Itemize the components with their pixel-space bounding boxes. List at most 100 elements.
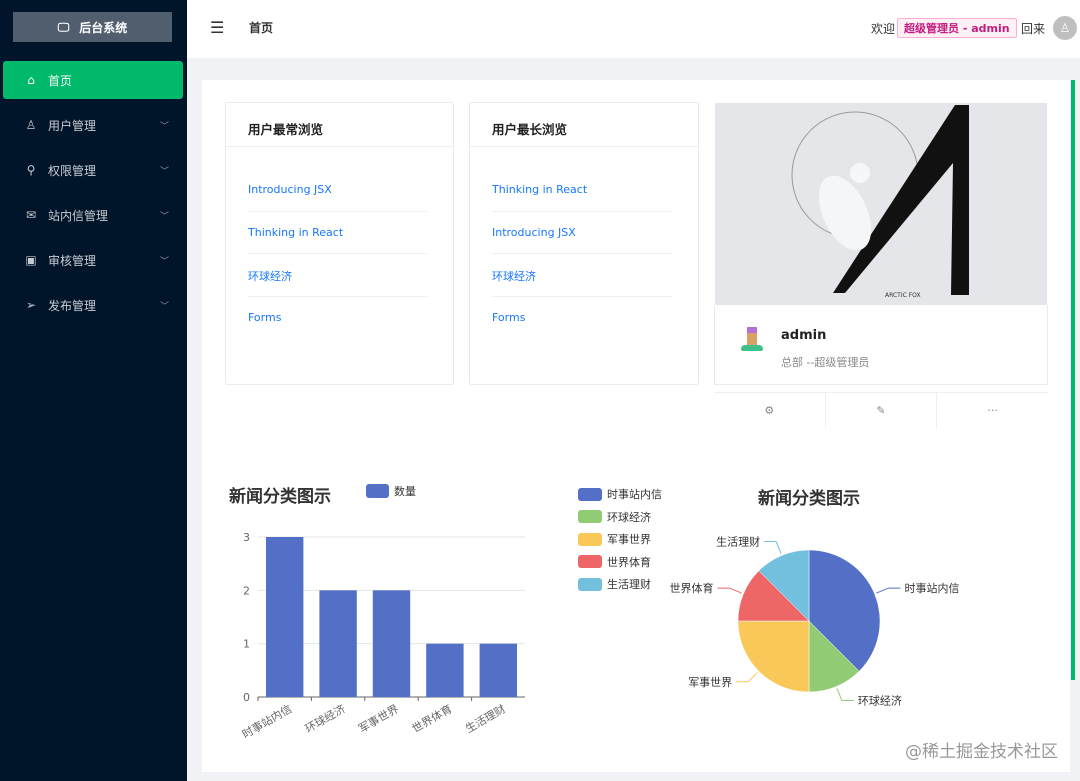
x-tick-label: 军事世界 — [356, 702, 401, 735]
legend-label: 世界体育 — [607, 555, 651, 569]
legend-label: 时事站内信 — [607, 488, 662, 502]
x-tick-label: 环球经济 — [302, 701, 347, 735]
y-tick-label: 0 — [243, 691, 250, 704]
user-avatar — [740, 327, 764, 355]
y-tick-label: 1 — [243, 638, 250, 651]
back-text: 回来 — [1021, 22, 1046, 36]
sidebar-item-audit[interactable]: ▣ 审核管理 ﹀ — [25, 253, 169, 268]
bar-legend-swatch[interactable] — [366, 484, 389, 498]
bar — [426, 643, 464, 697]
home-icon: ⌂ — [27, 73, 35, 87]
sidebar-item-home[interactable]: ⌂ 首页 — [3, 61, 183, 99]
chevron-down-icon: ﹀ — [159, 301, 169, 312]
chevron-down-icon: ﹀ — [159, 166, 169, 177]
label-line — [717, 587, 742, 594]
profile-meta: admin 总部 --超级管理员 — [714, 305, 1048, 385]
send-icon: ➢ — [25, 298, 37, 312]
label-line — [736, 672, 758, 683]
logo: 🖵 后台系统 — [13, 12, 172, 42]
label-line — [764, 541, 782, 554]
list-item[interactable]: 环球经济 — [248, 254, 427, 297]
bar-legend-label[interactable]: 数量 — [394, 485, 416, 498]
watermark: @稀土掘金技术社区 — [905, 742, 1058, 762]
legend-item[interactable]: 时事站内信 — [578, 483, 662, 506]
legend-label: 环球经济 — [607, 510, 651, 524]
pie-chart-title: 新闻分类图示 — [758, 489, 860, 509]
legend-swatch — [578, 532, 602, 546]
ellipsis-icon[interactable]: ··· — [987, 404, 998, 417]
pie-legend: 时事站内信环球经济军事世界世界体育生活理财 — [578, 483, 662, 596]
legend-item[interactable]: 军事世界 — [578, 528, 662, 551]
bar — [372, 590, 411, 697]
x-tick-label: 时事站内信 — [240, 701, 295, 741]
welcome-text: 欢迎 — [871, 22, 896, 36]
legend-label: 军事世界 — [607, 533, 651, 547]
menu-fold-icon[interactable]: ☰ — [210, 18, 225, 37]
pie-label: 时事站内信 — [904, 581, 959, 595]
chevron-down-icon: ﹀ — [159, 121, 169, 132]
chevron-down-icon: ﹀ — [159, 256, 169, 267]
pie-slice — [808, 549, 881, 672]
bar-chart-title: 新闻分类图示 — [229, 487, 331, 507]
card-title: 用户最长浏览 — [470, 103, 698, 147]
list-item[interactable]: Forms — [492, 310, 526, 324]
cover-image: ARCTIC FOX — [715, 103, 1047, 305]
edit-icon[interactable]: ✎ — [826, 393, 938, 428]
y-tick-label: 3 — [243, 531, 250, 544]
sidebar-item-permissions[interactable]: ⚲ 权限管理 ﹀ — [0, 151, 187, 189]
list-item[interactable]: Forms — [248, 310, 282, 324]
pie-label: 环球经济 — [858, 693, 902, 707]
profile-name: admin — [781, 328, 827, 343]
sidebar-item-messages[interactable]: ✉ 站内信管理 ﹀ — [25, 208, 169, 223]
legend-item[interactable]: 世界体育 — [578, 551, 662, 574]
legend-swatch — [578, 510, 602, 524]
bar — [479, 643, 517, 697]
pie-slice — [758, 549, 810, 622]
scrollbar[interactable] — [1071, 80, 1075, 680]
audit-icon: ▣ — [25, 253, 37, 267]
card-actions: ⚙ ✎ ··· — [714, 392, 1048, 428]
list-item[interactable]: Thinking in React — [248, 212, 427, 254]
avatar[interactable]: ♙ — [1053, 16, 1077, 40]
legend-label: 生活理财 — [607, 578, 651, 592]
list-item[interactable]: Introducing JSX — [492, 212, 672, 254]
list-item[interactable]: Introducing JSX — [248, 169, 427, 212]
pie-label: 生活理财 — [716, 535, 760, 549]
y-tick-label: 2 — [243, 584, 250, 597]
legend-swatch — [578, 487, 602, 501]
legend-item[interactable]: 环球经济 — [578, 506, 662, 529]
longest-card: 用户最长浏览 Thinking in React Introducing JSX… — [469, 102, 699, 385]
role-badge: 超级管理员 - admin — [897, 18, 1017, 38]
pie-label: 军事世界 — [688, 676, 732, 689]
user-icon: ♙ — [25, 118, 37, 132]
pie-label: 世界体育 — [670, 581, 714, 595]
arctic-fox-illustration: ARCTIC FOX — [791, 105, 969, 299]
list-item[interactable]: Thinking in React — [492, 169, 672, 212]
x-tick-label: 生活理财 — [463, 701, 508, 735]
key-icon: ⚲ — [26, 163, 36, 177]
sidebar-item-users[interactable]: ♙ 用户管理 ﹀ — [25, 118, 169, 133]
most-frequent-card: 用户最常浏览 Introducing JSX Thinking in React… — [225, 102, 454, 385]
legend-swatch — [578, 577, 602, 591]
list-item[interactable]: 环球经济 — [492, 254, 672, 297]
svg-text:ARCTIC FOX: ARCTIC FOX — [885, 292, 921, 299]
chevron-down-icon: ﹀ — [159, 211, 169, 222]
legend-swatch — [578, 555, 602, 569]
sidebar-item-publish[interactable]: ➢ 发布管理 ﹀ — [25, 298, 169, 313]
card-title: 用户最常浏览 — [226, 103, 453, 147]
bar — [319, 590, 357, 697]
label-line — [836, 688, 854, 701]
profile-description: 总部 --超级管理员 — [781, 356, 870, 369]
breadcrumb: 首页 — [249, 21, 274, 35]
pie-slice — [737, 620, 810, 693]
monitor-icon: 🖵 — [57, 19, 70, 34]
label-line — [876, 587, 901, 594]
mail-icon: ✉ — [25, 208, 37, 222]
setting-icon[interactable]: ⚙ — [714, 393, 826, 428]
bar — [266, 537, 304, 697]
sidebar: 🖵 后台系统 ⌂ 首页 ♙ 用户管理 ﹀ ⚲ 权限管理 ﹀ ✉ 站内信管理 ﹀ ▣ 审核管理 ﹀ ➢… — [0, 0, 187, 781]
x-tick-label: 世界体育 — [409, 701, 454, 735]
legend-item[interactable]: 生活理财 — [578, 573, 662, 596]
bar-chart: 0 1 2 3 时事站内信 环球经济 军事世界 世界体育 生活理财 — [240, 531, 525, 741]
